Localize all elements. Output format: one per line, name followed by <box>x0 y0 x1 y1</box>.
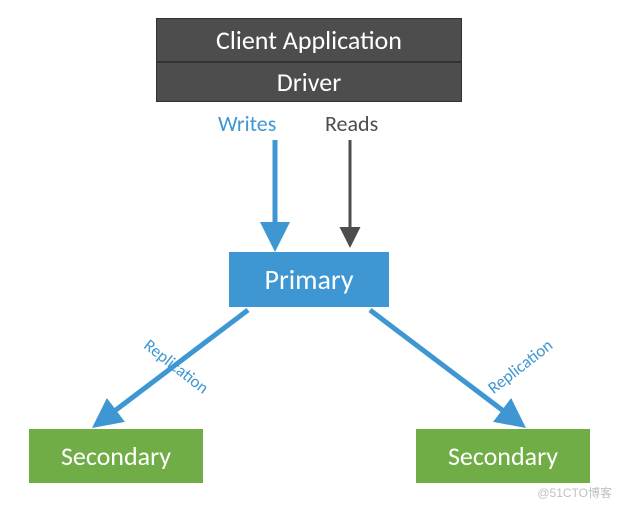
replication-right-arrow <box>370 310 518 422</box>
client-application-label: Client Application <box>216 24 402 56</box>
reads-label: Reads <box>325 110 378 137</box>
primary-label: Primary <box>264 262 353 297</box>
secondary-right-box: Secondary <box>416 429 590 483</box>
client-application-box: Client Application <box>156 18 462 62</box>
diagram-canvas: Client Application Driver Primary Second… <box>0 0 620 507</box>
secondary-left-label: Secondary <box>61 440 171 472</box>
driver-box: Driver <box>156 62 462 102</box>
driver-label: Driver <box>277 66 342 98</box>
writes-label: Writes <box>218 110 276 137</box>
watermark: @51CTO博客 <box>537 484 612 501</box>
secondary-right-label: Secondary <box>448 440 558 472</box>
primary-box: Primary <box>229 252 389 307</box>
secondary-left-box: Secondary <box>29 429 203 483</box>
